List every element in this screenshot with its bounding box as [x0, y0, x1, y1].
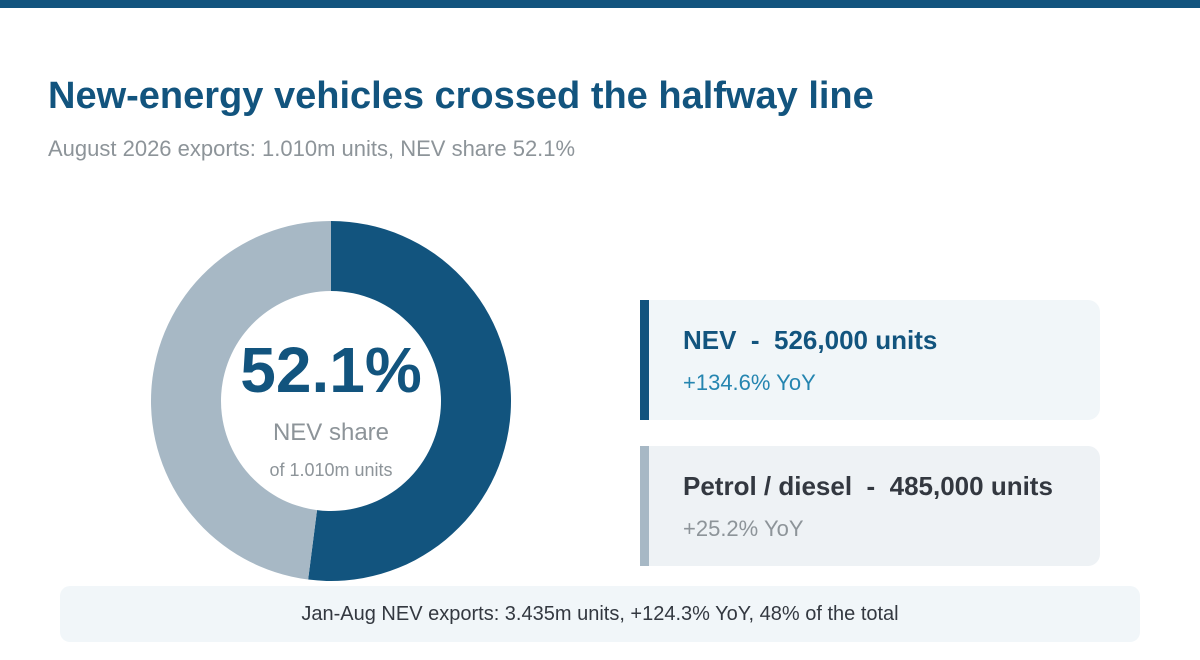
total-units-label: of 1.010m units: [269, 460, 393, 480]
nev-share-value: 52.1%: [240, 334, 422, 406]
nev-card-yoy: +134.6% YoY: [683, 370, 816, 395]
donut-chart: [151, 221, 511, 581]
nev-share-label: NEV share: [272, 419, 390, 446]
petrol-diesel-card-yoy: +25.2% YoY: [683, 516, 804, 541]
petrol-diesel-card-title: Petrol / diesel - 485,000 units: [683, 471, 1053, 501]
petrol-diesel-card: Petrol / diesel - 485,000 units +25.2% Y…: [640, 446, 1100, 566]
nev-card: NEV - 526,000 units +134.6% YoY: [640, 300, 1100, 420]
footer-summary: Jan-Aug NEV exports: 3.435m units, +124.…: [60, 586, 1140, 642]
top-accent-bar: [0, 0, 1200, 8]
nev-card-title: NEV - 526,000 units: [683, 325, 938, 355]
page-subtitle: August 2026 exports: 1.010m units, NEV s…: [48, 136, 576, 161]
donut-slice-nev: [308, 221, 511, 581]
page-title: New-energy vehicles crossed the halfway …: [48, 75, 874, 117]
donut-center: 52.1% NEV share of 1.010m units: [221, 291, 441, 511]
donut-slice-petrol-diesel: [151, 221, 331, 580]
